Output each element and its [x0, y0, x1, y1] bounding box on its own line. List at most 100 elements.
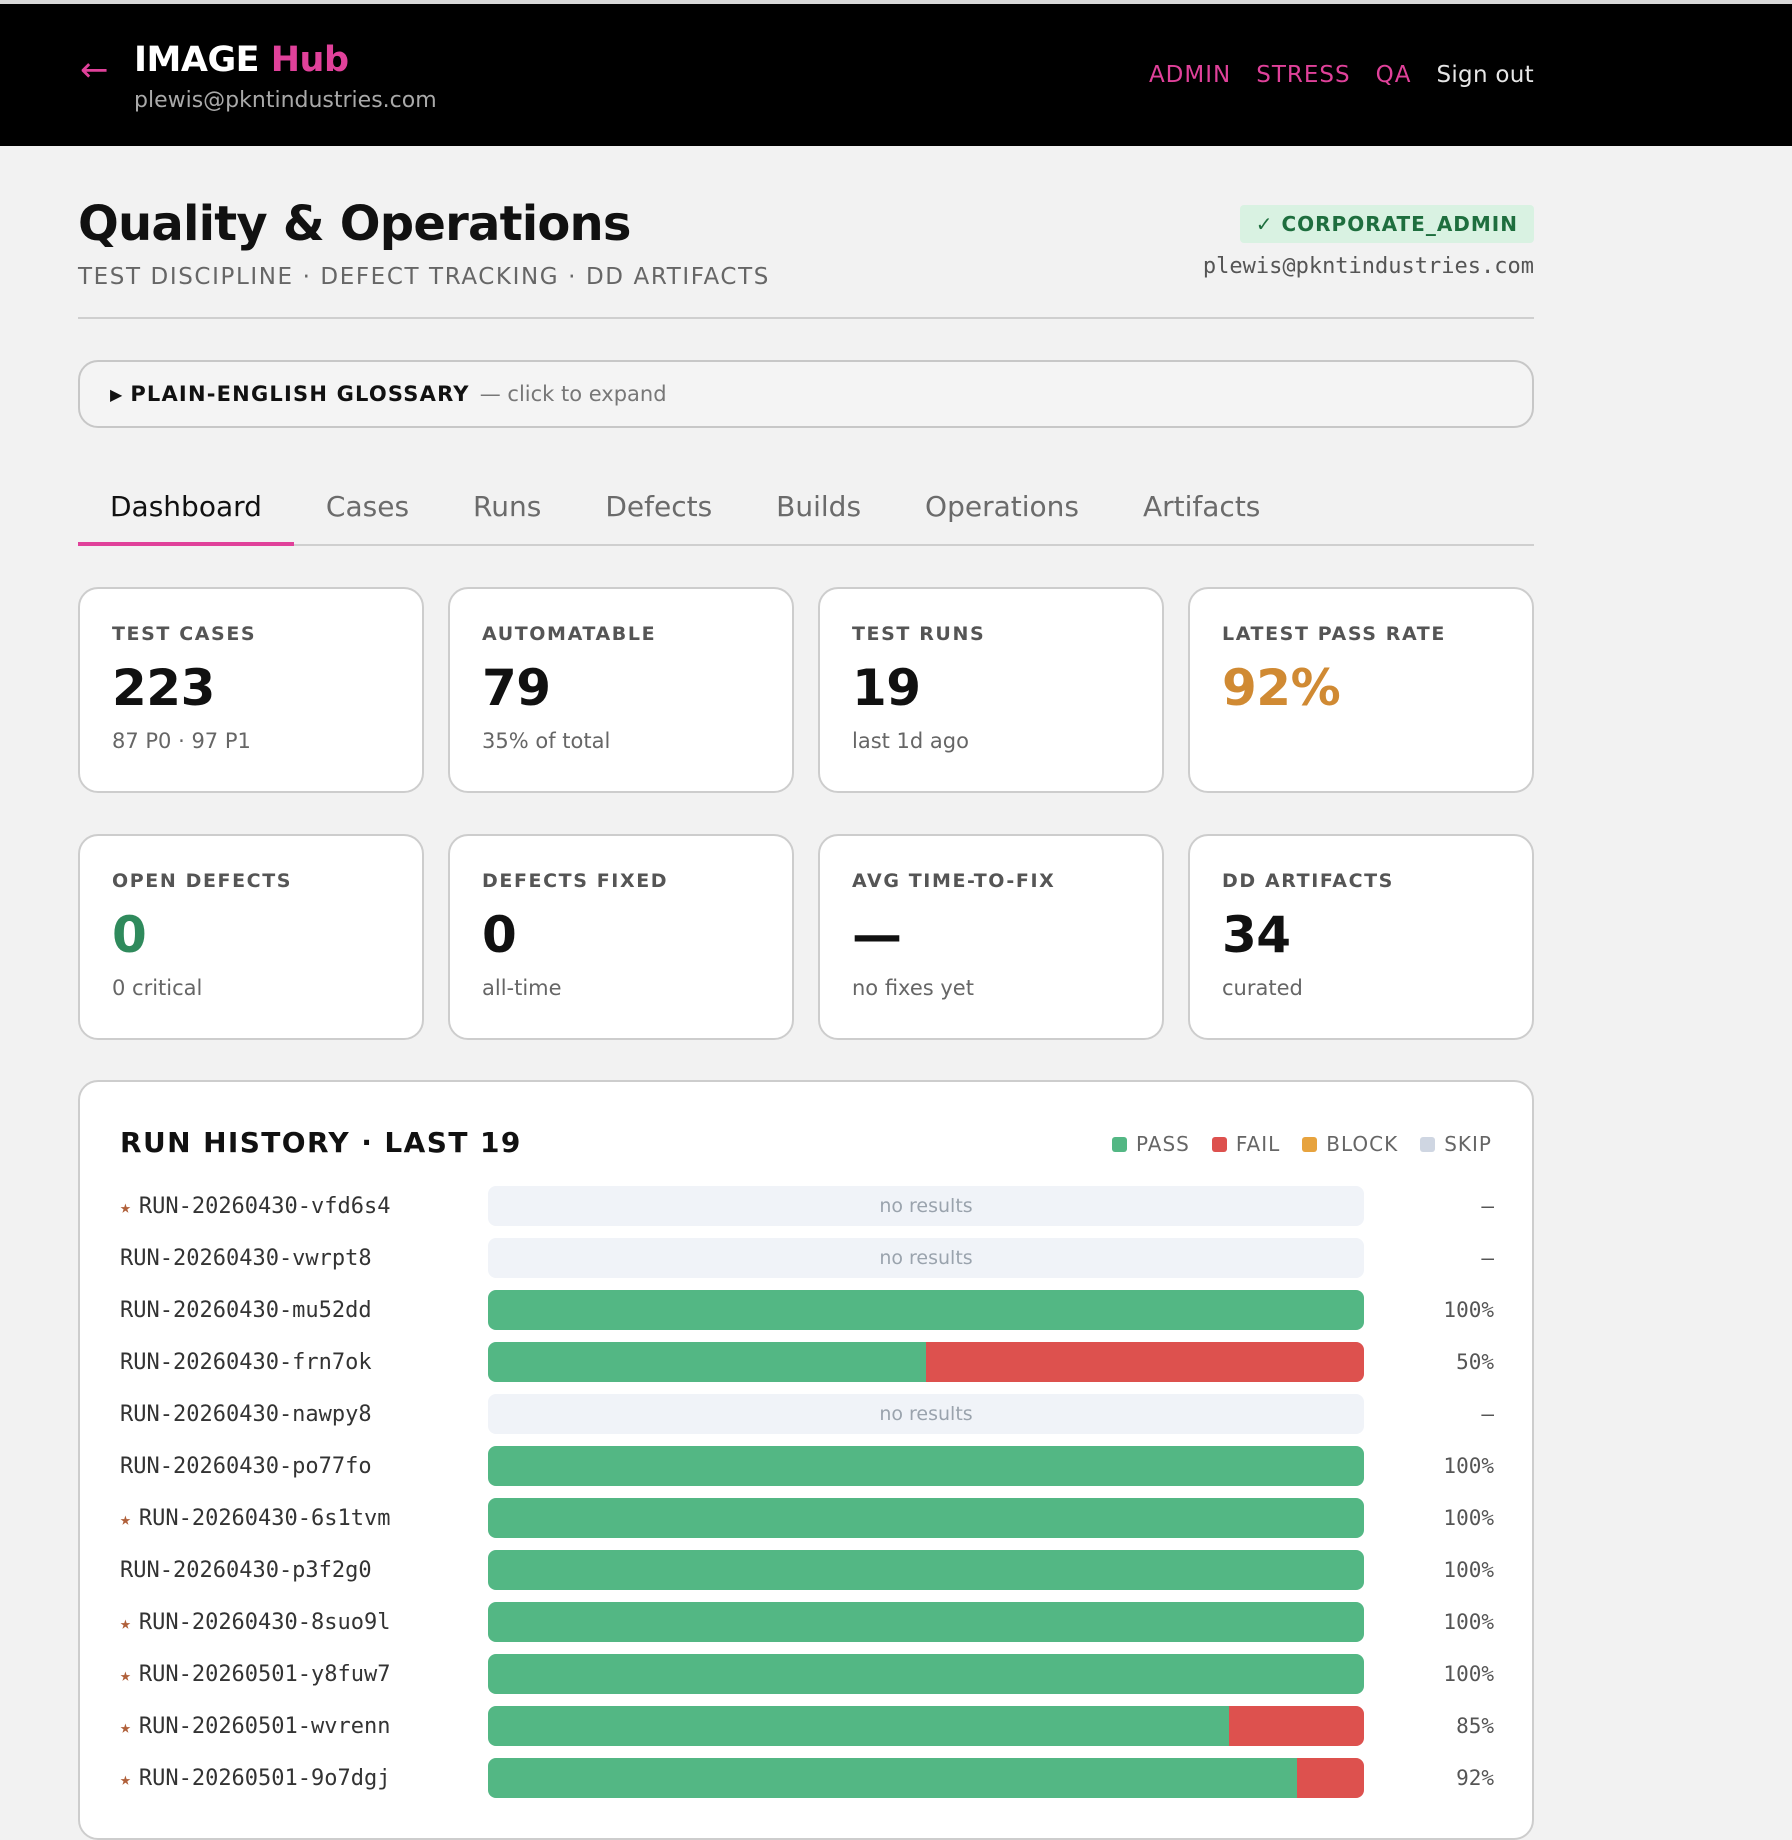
run-result-bar: no results — [488, 1186, 1364, 1226]
tab-operations[interactable]: Operations — [925, 490, 1079, 523]
run-id: RUN-20260430-frn7ok — [120, 1350, 372, 1375]
run-pass-rate: 100% — [1443, 1662, 1494, 1686]
run-pass-rate: — — [1481, 1246, 1494, 1270]
page-subtitle: TEST DISCIPLINE · DEFECT TRACKING · DD A… — [78, 264, 770, 290]
nav-admin[interactable]: ADMIN — [1148, 62, 1232, 88]
run-name[interactable]: ★ RUN-20260501-9o7dgj — [120, 1766, 391, 1791]
glossary-toggle[interactable]: ▶ PLAIN-ENGLISH GLOSSARY — click to expa… — [78, 360, 1534, 428]
run-name[interactable]: RUN-20260430-vwrpt8 — [120, 1246, 372, 1271]
legend-label: PASS — [1135, 1132, 1190, 1156]
brand-suffix: Hub — [270, 40, 349, 80]
run-pass-rate: — — [1481, 1402, 1494, 1426]
stats-row-2: OPEN DEFECTS 0 0 critical DEFECTS FIXED … — [78, 834, 1534, 1040]
stat-value: 0 — [482, 906, 517, 964]
run-name[interactable]: ★ RUN-20260430-8suo9l — [120, 1610, 391, 1635]
sign-out-link[interactable]: Sign out — [1436, 62, 1534, 88]
nav-stress[interactable]: STRESS — [1256, 62, 1351, 88]
run-id: RUN-20260430-mu52dd — [120, 1298, 372, 1323]
run-result-bar — [488, 1550, 1364, 1590]
star-icon: ★ — [120, 1509, 131, 1530]
run-row[interactable]: RUN-20260430-po77fo 100% — [120, 1446, 1494, 1498]
legend-skip: SKIP — [1420, 1132, 1492, 1156]
run-result-bar: no results — [488, 1394, 1364, 1434]
run-row[interactable]: RUN-20260430-mu52dd 100% — [120, 1290, 1494, 1342]
run-result-bar: no results — [488, 1238, 1364, 1278]
run-id: RUN-20260430-vwrpt8 — [120, 1246, 372, 1271]
stat-sub: last 1d ago — [852, 729, 969, 753]
bar-segment-pass — [488, 1550, 1364, 1590]
run-row[interactable]: ★ RUN-20260430-vfd6s4 no results — — [120, 1186, 1494, 1238]
nav-qa[interactable]: QA — [1375, 62, 1412, 88]
bar-segment-pass — [488, 1446, 1364, 1486]
run-row[interactable]: RUN-20260430-p3f2g0 100% — [120, 1550, 1494, 1602]
run-pass-rate: — — [1481, 1194, 1494, 1218]
stat-sub: 0 critical — [112, 976, 203, 1000]
run-name[interactable]: RUN-20260430-mu52dd — [120, 1298, 372, 1323]
star-icon: ★ — [120, 1613, 131, 1634]
tab-builds[interactable]: Builds — [776, 490, 862, 523]
stat-card-defects-fixed: DEFECTS FIXED 0 all-time — [448, 834, 794, 1040]
bar-segment-pass — [488, 1290, 1364, 1330]
legend-block: BLOCK — [1302, 1132, 1398, 1156]
run-name[interactable]: ★ RUN-20260501-y8fuw7 — [120, 1662, 391, 1687]
run-pass-rate: 85% — [1456, 1714, 1494, 1738]
run-row[interactable]: RUN-20260430-nawpy8 no results — — [120, 1394, 1494, 1446]
run-name[interactable]: RUN-20260430-p3f2g0 — [120, 1558, 372, 1583]
tab-artifacts[interactable]: Artifacts — [1142, 490, 1261, 523]
run-row[interactable]: RUN-20260430-vwrpt8 no results — — [120, 1238, 1494, 1290]
triangle-right-icon: ▶ — [110, 384, 123, 404]
tab-defects[interactable]: Defects — [605, 490, 713, 523]
tab-bar: Dashboard Cases Runs Defects Builds Oper… — [78, 480, 1534, 546]
stat-label: AVG TIME-TO-FIX — [852, 870, 1056, 892]
run-pass-rate: 100% — [1443, 1610, 1494, 1634]
run-pass-rate: 100% — [1443, 1506, 1494, 1530]
bar-segment-pass — [488, 1498, 1364, 1538]
run-row[interactable]: ★ RUN-20260501-wvrenn 85% — [120, 1706, 1494, 1758]
run-row[interactable]: ★ RUN-20260501-y8fuw7 100% — [120, 1654, 1494, 1706]
brand-logo: IMAGE Hub — [134, 40, 349, 80]
bar-segment-fail — [1296, 1758, 1364, 1798]
stat-card-automatable: AUTOMATABLE 79 35% of total — [448, 587, 794, 793]
run-name[interactable]: RUN-20260430-po77fo — [120, 1454, 372, 1479]
run-history-title: RUN HISTORY · LAST 19 — [120, 1126, 522, 1159]
run-name[interactable]: ★ RUN-20260430-6s1tvm — [120, 1506, 391, 1531]
stat-label: OPEN DEFECTS — [112, 870, 293, 892]
run-id: RUN-20260430-vfd6s4 — [138, 1194, 391, 1219]
run-pass-rate: 100% — [1443, 1558, 1494, 1582]
bar-segment-pass — [488, 1706, 1230, 1746]
run-name[interactable]: ★ RUN-20260501-wvrenn — [120, 1714, 391, 1739]
star-icon: ★ — [120, 1665, 131, 1686]
run-history-legend: PASS FAIL BLOCK SKIP — [1111, 1132, 1492, 1156]
tab-dashboard[interactable]: Dashboard — [78, 480, 294, 546]
run-row[interactable]: ★ RUN-20260430-6s1tvm 100% — [120, 1498, 1494, 1550]
run-row[interactable]: ★ RUN-20260430-8suo9l 100% — [120, 1602, 1494, 1654]
stat-sub: 87 P0 · 97 P1 — [112, 729, 251, 753]
run-id: RUN-20260430-nawpy8 — [120, 1402, 372, 1427]
run-row[interactable]: ★ RUN-20260501-9o7dgj 92% — [120, 1758, 1494, 1810]
tab-cases[interactable]: Cases — [325, 490, 410, 523]
no-results-label: no results — [879, 1195, 973, 1217]
stat-card-test-runs: TEST RUNS 19 last 1d ago — [818, 587, 1164, 793]
stat-sub: 35% of total — [482, 729, 611, 753]
legend-label: FAIL — [1235, 1132, 1281, 1156]
run-pass-rate: 100% — [1443, 1454, 1494, 1478]
run-name[interactable]: RUN-20260430-frn7ok — [120, 1350, 372, 1375]
run-row[interactable]: RUN-20260430-frn7ok 50% — [120, 1342, 1494, 1394]
run-result-bar — [488, 1342, 1364, 1382]
run-pass-rate: 50% — [1456, 1350, 1494, 1374]
no-results-label: no results — [879, 1247, 973, 1269]
run-result-bar — [488, 1654, 1364, 1694]
run-result-bar — [488, 1758, 1364, 1798]
arrow-left-icon[interactable]: ← — [80, 50, 109, 90]
run-id: RUN-20260501-9o7dgj — [138, 1766, 391, 1791]
tab-runs[interactable]: Runs — [473, 490, 542, 523]
run-result-bar — [488, 1706, 1364, 1746]
run-name[interactable]: RUN-20260430-nawpy8 — [120, 1402, 372, 1427]
run-id: RUN-20260430-6s1tvm — [138, 1506, 391, 1531]
run-name[interactable]: ★ RUN-20260430-vfd6s4 — [120, 1194, 391, 1219]
stat-value: 92% — [1222, 659, 1341, 717]
stat-card-dd-artifacts: DD ARTIFACTS 34 curated — [1188, 834, 1534, 1040]
page-title: Quality & Operations — [78, 196, 632, 252]
stat-label: DD ARTIFACTS — [1222, 870, 1394, 892]
run-pass-rate: 100% — [1443, 1298, 1494, 1322]
